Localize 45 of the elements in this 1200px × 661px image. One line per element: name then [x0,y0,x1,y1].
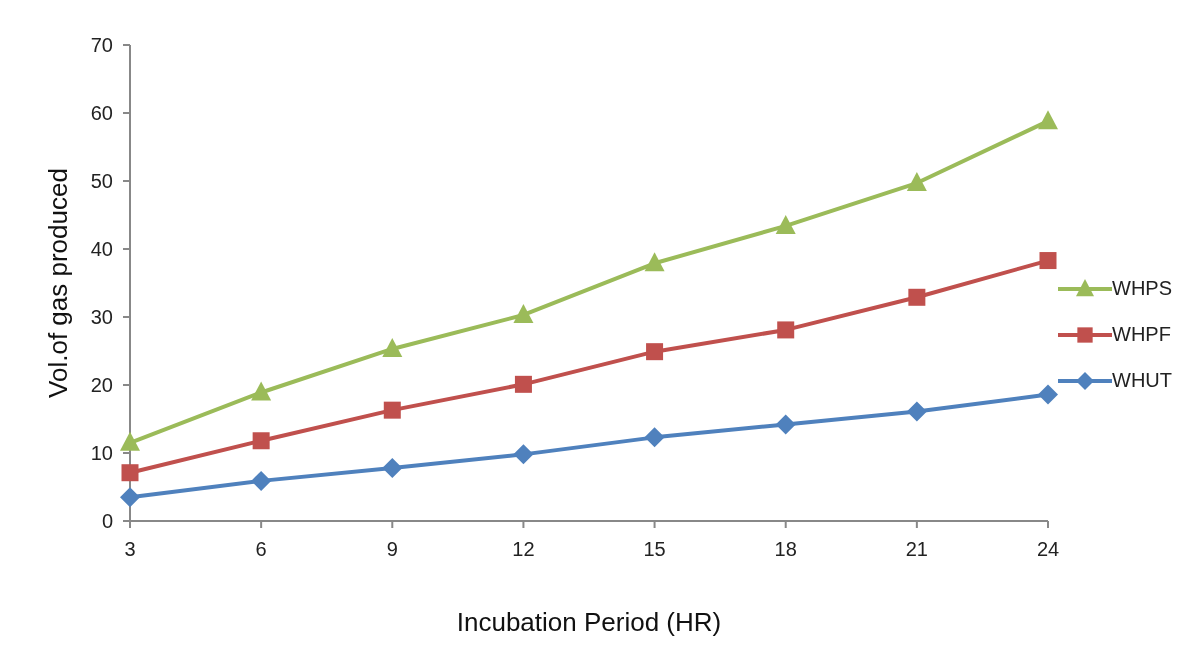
point [513,303,534,323]
x-tick-label: 18 [774,538,797,561]
point [644,427,665,448]
x-tick-label: 6 [255,538,267,561]
point [777,321,795,339]
point [1039,252,1057,270]
legend-label: WHPF [1112,323,1171,346]
point [646,343,664,361]
point [514,375,532,393]
point [644,252,665,272]
x-tick-label: 3 [124,538,136,561]
point [775,214,796,234]
point [251,470,272,491]
point [1038,384,1058,405]
point [120,487,140,508]
point [120,431,140,451]
y-tick-label: 60 [90,102,113,125]
x-tick-label: 21 [905,538,928,561]
point [382,337,403,357]
x-tick-label: 12 [512,538,535,561]
y-axis-title: Vol.of gas produced [43,168,74,398]
y-tick-label: 50 [90,170,113,193]
y-tick-label: 0 [101,510,113,533]
point [513,444,534,465]
point [1038,110,1058,130]
legend-label: WHUT [1112,369,1172,392]
legend-label: WHPS [1112,277,1172,300]
point [382,457,403,478]
point [252,432,270,450]
y-tick-label: 10 [90,442,113,465]
y-tick-label: 30 [90,306,113,329]
point [906,172,927,192]
point [121,464,139,482]
point [775,414,796,435]
x-axis-title: Incubation Period (HR) [456,607,722,637]
y-tick-label: 20 [90,374,113,397]
y-tick-label: 70 [90,34,113,57]
point [383,401,401,419]
point [908,288,926,306]
y-tick-label: 40 [90,238,113,261]
point [906,401,927,422]
x-tick-label: 15 [643,538,666,561]
point [251,381,272,401]
x-tick-label: 9 [386,538,398,561]
x-tick-label: 24 [1036,538,1060,561]
